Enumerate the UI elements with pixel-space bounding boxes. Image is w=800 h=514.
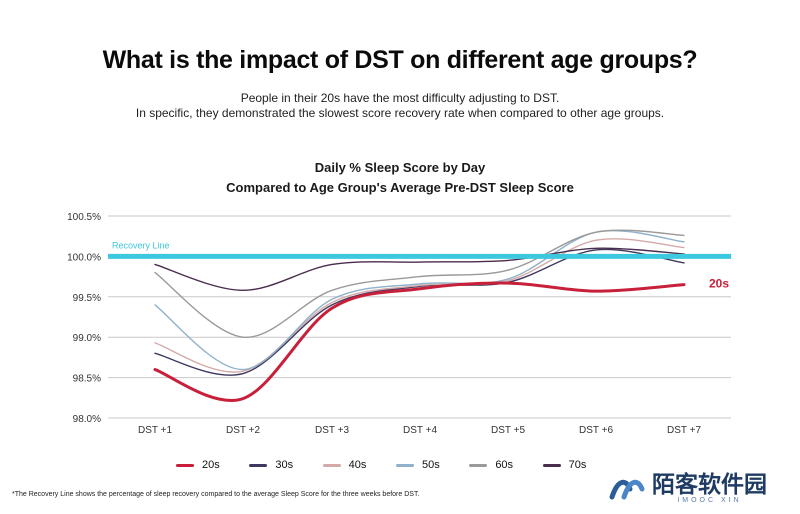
legend-label: 50s xyxy=(421,459,440,471)
watermark-text: 陌客软件园 xyxy=(652,470,767,498)
watermark-logo-icon xyxy=(608,475,646,501)
x-tick-label: DST +1 xyxy=(138,425,172,436)
chart-title-line-1: Daily % Sleep Score by Day xyxy=(314,160,486,175)
legend-label: 60s xyxy=(495,459,514,471)
x-tick-label: DST +4 xyxy=(403,425,437,436)
y-tick-label: 99.0% xyxy=(73,333,101,344)
legend-swatch xyxy=(322,463,341,467)
legend-swatch xyxy=(249,463,268,467)
chart-title-line-2: Compared to Age Group's Average Pre-DST … xyxy=(226,180,574,195)
legend-swatch xyxy=(469,463,488,467)
legend-swatch xyxy=(542,463,561,467)
x-tick-label: DST +2 xyxy=(226,425,260,436)
footnote: *The Recovery Line shows the percentage … xyxy=(12,491,420,498)
x-tick-label: DST +5 xyxy=(491,425,525,436)
y-tick-label: 98.5% xyxy=(73,374,101,385)
legend-label: 40s xyxy=(348,459,367,471)
legend-item-30s: 30s xyxy=(249,457,322,473)
watermark: 陌客软件园 IMOOC XIN xyxy=(608,468,784,508)
series-line-30s xyxy=(154,248,685,376)
legend-item-50s: 50s xyxy=(395,457,469,473)
legend-item-60s: 60s xyxy=(469,457,542,473)
x-tick-label: DST +7 xyxy=(667,425,701,436)
y-tick-label: 99.5% xyxy=(73,293,101,304)
watermark-subtext: IMOOC XIN xyxy=(677,496,742,504)
x-tick-label: DST +6 xyxy=(579,425,613,436)
recovery-line-label: Recovery Line xyxy=(112,240,170,250)
series-line-40s xyxy=(154,238,685,373)
legend-item-20s: 20s xyxy=(176,457,249,473)
subtitle-line-1: People in their 20s have the most diffic… xyxy=(240,91,560,105)
legend-label: 20s xyxy=(202,459,220,471)
page-title: What is the impact of DST on different a… xyxy=(102,46,698,74)
legend-item-70s: 70s xyxy=(542,457,616,473)
series-line-70s xyxy=(154,247,685,292)
legend-swatch xyxy=(395,463,414,467)
legend-label: 70s xyxy=(568,459,587,471)
y-tick-label: 100.0% xyxy=(67,252,101,263)
x-tick-label: DST +3 xyxy=(315,425,349,436)
series-line-20s xyxy=(153,281,686,402)
series-line-50s xyxy=(154,229,685,371)
subtitle-line-2: In specific, they demonstrated the slowe… xyxy=(135,106,665,120)
highlight-series-label: 20s xyxy=(709,277,729,291)
legend-item-40s: 40s xyxy=(322,457,396,473)
chart-legend: 20s 30s 40s 50s 60s 70s xyxy=(176,457,616,473)
legend-label: 30s xyxy=(275,459,294,471)
legend-swatch xyxy=(176,463,194,467)
y-tick-label: 98.0% xyxy=(73,414,101,425)
series-line-60s xyxy=(154,229,685,338)
y-tick-label: 100.5% xyxy=(67,212,101,223)
